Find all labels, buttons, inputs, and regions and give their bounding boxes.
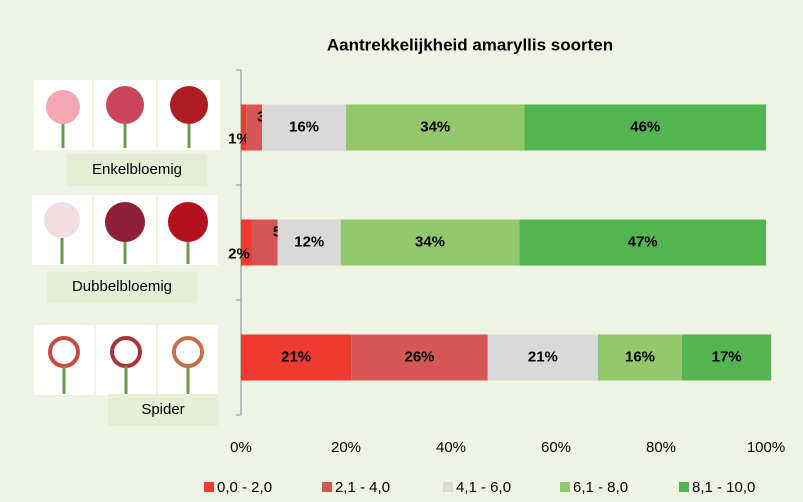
value-label: 47%	[628, 233, 658, 250]
bar-segment	[524, 104, 766, 151]
x-tick-label: 60%	[541, 439, 571, 456]
category-label-box	[67, 154, 207, 186]
x-tick-label: 100%	[747, 439, 785, 456]
value-label: 16%	[289, 118, 319, 135]
value-label: 46%	[630, 118, 660, 135]
bar-segment	[246, 104, 262, 151]
category-label: Enkelbloemig	[92, 161, 182, 178]
legend-label: 2,1 - 4,0	[335, 479, 390, 496]
value-label: 21%	[528, 348, 558, 365]
bar-segment	[241, 104, 247, 151]
x-tick-label: 0%	[230, 439, 252, 456]
bar-segment	[340, 219, 520, 266]
category-label-box	[108, 394, 218, 426]
chart-title: Aantrekkelijkheid amaryllis soorten	[327, 35, 613, 54]
bar-segment	[241, 334, 352, 381]
legend-label: 6,1 - 8,0	[573, 479, 628, 496]
bar-segment	[519, 219, 766, 266]
flower-row	[34, 80, 220, 150]
legend-label: 8,1 - 10,0	[692, 479, 755, 496]
value-label: 34%	[415, 233, 445, 250]
legend-swatch	[679, 482, 689, 492]
legend-swatch	[322, 482, 332, 492]
flower-row	[32, 195, 218, 265]
value-label: 21%	[281, 348, 311, 365]
value-label: 34%	[420, 118, 450, 135]
legend-swatch	[443, 482, 453, 492]
value-label: 2%	[228, 245, 250, 262]
bar-segment	[598, 334, 682, 381]
bar-segment	[241, 219, 252, 266]
legend-label: 0,0 - 2,0	[217, 479, 272, 496]
flower-row	[34, 325, 218, 395]
value-label: 16%	[625, 348, 655, 365]
category-label-box	[47, 271, 197, 303]
category-label: Spider	[141, 401, 184, 418]
bar-segment	[251, 219, 278, 266]
value-label: 1%	[228, 130, 250, 147]
bar-segment	[277, 219, 341, 266]
legend-swatch	[204, 482, 214, 492]
value-label: 17%	[712, 348, 742, 365]
legend-swatch	[560, 482, 570, 492]
legend-label: 4,1 - 6,0	[456, 479, 511, 496]
bar-segment	[487, 334, 598, 381]
value-label: 26%	[404, 348, 434, 365]
bar-segment	[346, 104, 525, 151]
flower-images	[32, 80, 220, 395]
value-label: 12%	[294, 233, 324, 250]
category-label: Dubbelbloemig	[72, 278, 172, 295]
x-tick-label: 20%	[331, 439, 361, 456]
bar-segment	[351, 334, 488, 381]
x-tick-label: 80%	[646, 439, 676, 456]
bar-segment	[262, 104, 346, 151]
bar-segment	[682, 334, 772, 381]
x-tick-label: 40%	[436, 439, 466, 456]
